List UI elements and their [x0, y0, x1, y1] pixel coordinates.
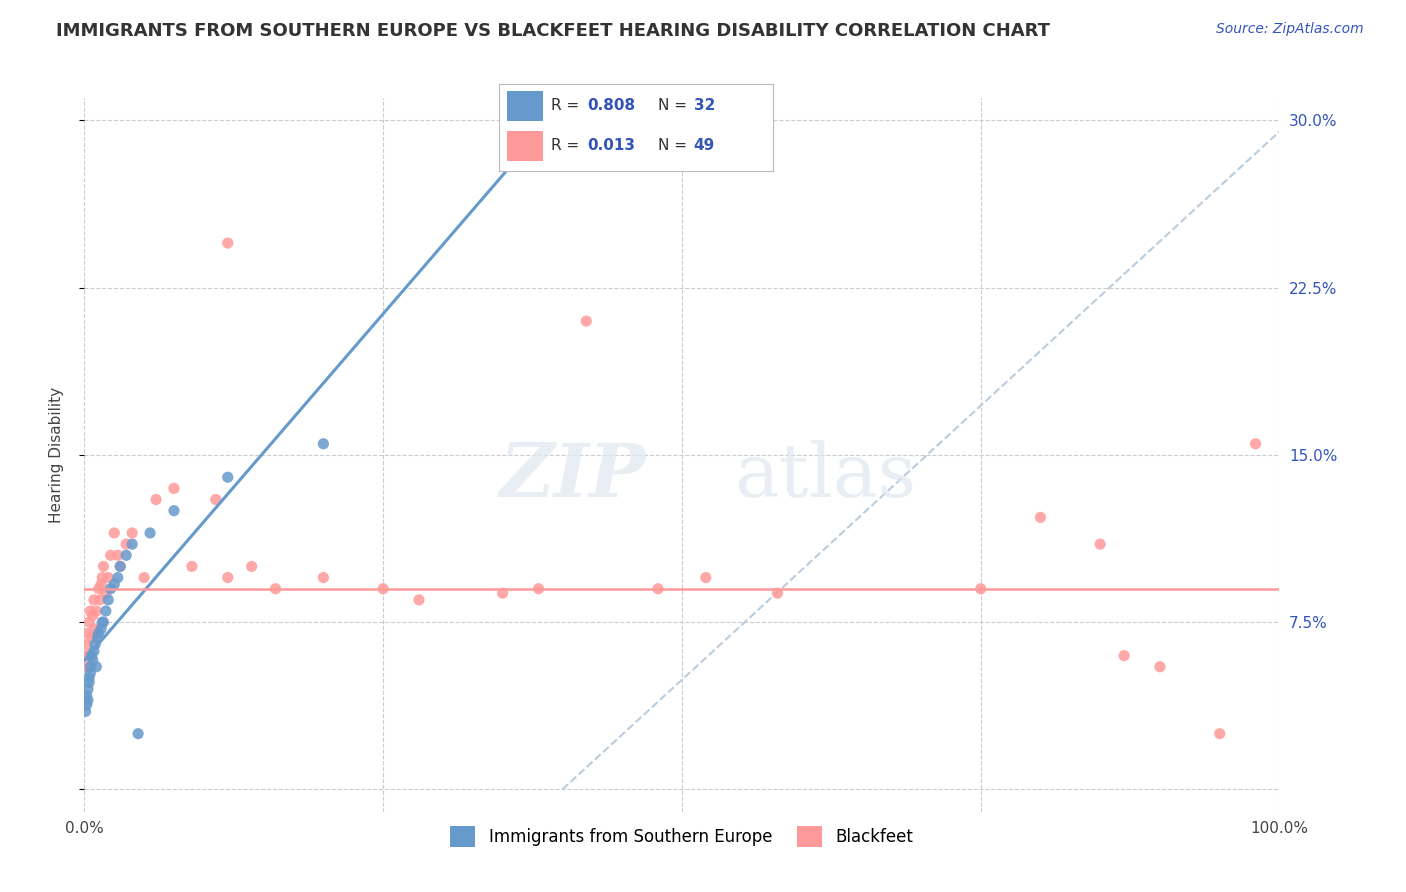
- Point: [1029, 510, 1052, 524]
- Text: 32: 32: [693, 98, 716, 113]
- Point: [121, 526, 143, 541]
- Point: [77, 675, 100, 690]
- Point: [492, 586, 515, 600]
- Point: [408, 592, 430, 607]
- Point: [217, 571, 239, 585]
- Point: [76, 698, 98, 712]
- Point: [77, 648, 100, 663]
- Point: [647, 582, 669, 596]
- Point: [83, 592, 105, 607]
- Point: [264, 582, 287, 596]
- Point: [163, 482, 186, 496]
- Point: [75, 705, 97, 719]
- Point: [115, 537, 138, 551]
- Point: [77, 671, 100, 685]
- Point: [84, 622, 107, 636]
- Point: [83, 644, 105, 658]
- Point: [1244, 437, 1267, 451]
- Point: [80, 648, 103, 663]
- Point: [205, 492, 228, 507]
- Point: [970, 582, 993, 596]
- Point: [103, 526, 125, 541]
- Bar: [508, 131, 543, 161]
- Point: [77, 615, 100, 630]
- Point: [575, 314, 598, 328]
- Point: [527, 582, 550, 596]
- Point: [107, 548, 129, 563]
- Point: [110, 559, 132, 574]
- Point: [110, 559, 132, 574]
- Point: [163, 503, 186, 517]
- Point: [90, 622, 112, 636]
- Point: [1090, 537, 1112, 551]
- Point: [94, 586, 117, 600]
- Text: IMMIGRANTS FROM SOUTHERN EUROPE VS BLACKFEET HEARING DISABILITY CORRELATION CHAR: IMMIGRANTS FROM SOUTHERN EUROPE VS BLACK…: [56, 22, 1050, 40]
- Point: [77, 626, 100, 640]
- Text: N =: N =: [658, 98, 692, 113]
- Point: [312, 437, 335, 451]
- Point: [94, 604, 117, 618]
- Point: [312, 571, 335, 585]
- Point: [132, 571, 156, 585]
- Point: [86, 660, 108, 674]
- Point: [145, 492, 167, 507]
- Legend: Immigrants from Southern Europe, Blackfeet: Immigrants from Southern Europe, Blackfe…: [444, 820, 920, 854]
- Point: [97, 571, 120, 585]
- Point: [115, 548, 138, 563]
- Text: 0.013: 0.013: [586, 138, 636, 153]
- Text: ZIP: ZIP: [499, 440, 647, 513]
- Point: [79, 666, 101, 681]
- Point: [76, 689, 98, 703]
- Point: [89, 592, 111, 607]
- Point: [79, 660, 101, 674]
- Point: [84, 637, 107, 651]
- Point: [1209, 726, 1232, 740]
- Point: [77, 693, 100, 707]
- Point: [766, 586, 789, 600]
- Point: [93, 559, 115, 574]
- Text: N =: N =: [658, 138, 692, 153]
- Point: [90, 577, 112, 591]
- Point: [217, 236, 239, 251]
- Point: [1149, 660, 1171, 674]
- Point: [1114, 648, 1136, 663]
- Point: [76, 637, 98, 651]
- Point: [86, 631, 108, 645]
- Point: [77, 682, 100, 697]
- Point: [139, 526, 162, 541]
- Point: [103, 577, 125, 591]
- Text: R =: R =: [551, 138, 585, 153]
- Point: [87, 626, 110, 640]
- Point: [181, 559, 204, 574]
- Point: [373, 582, 395, 596]
- Point: [86, 604, 108, 618]
- Point: [80, 631, 103, 645]
- Point: [695, 571, 717, 585]
- Point: [240, 559, 263, 574]
- Point: [217, 470, 239, 484]
- Point: [91, 571, 114, 585]
- Point: [100, 548, 122, 563]
- Point: [82, 653, 104, 667]
- Point: [75, 660, 97, 674]
- Point: [100, 582, 122, 596]
- Point: [97, 592, 120, 607]
- Point: [82, 608, 104, 623]
- Point: [121, 537, 143, 551]
- Point: [91, 615, 114, 630]
- Bar: [508, 91, 543, 120]
- Point: [127, 726, 149, 740]
- Text: R =: R =: [551, 98, 585, 113]
- Point: [107, 571, 129, 585]
- Point: [76, 648, 98, 663]
- Y-axis label: Hearing Disability: Hearing Disability: [49, 387, 63, 523]
- Point: [79, 604, 101, 618]
- Text: 0.808: 0.808: [586, 98, 636, 113]
- Text: 49: 49: [693, 138, 716, 153]
- Point: [87, 582, 110, 596]
- Text: Source: ZipAtlas.com: Source: ZipAtlas.com: [1216, 22, 1364, 37]
- Point: [93, 615, 115, 630]
- Text: atlas: atlas: [734, 440, 917, 513]
